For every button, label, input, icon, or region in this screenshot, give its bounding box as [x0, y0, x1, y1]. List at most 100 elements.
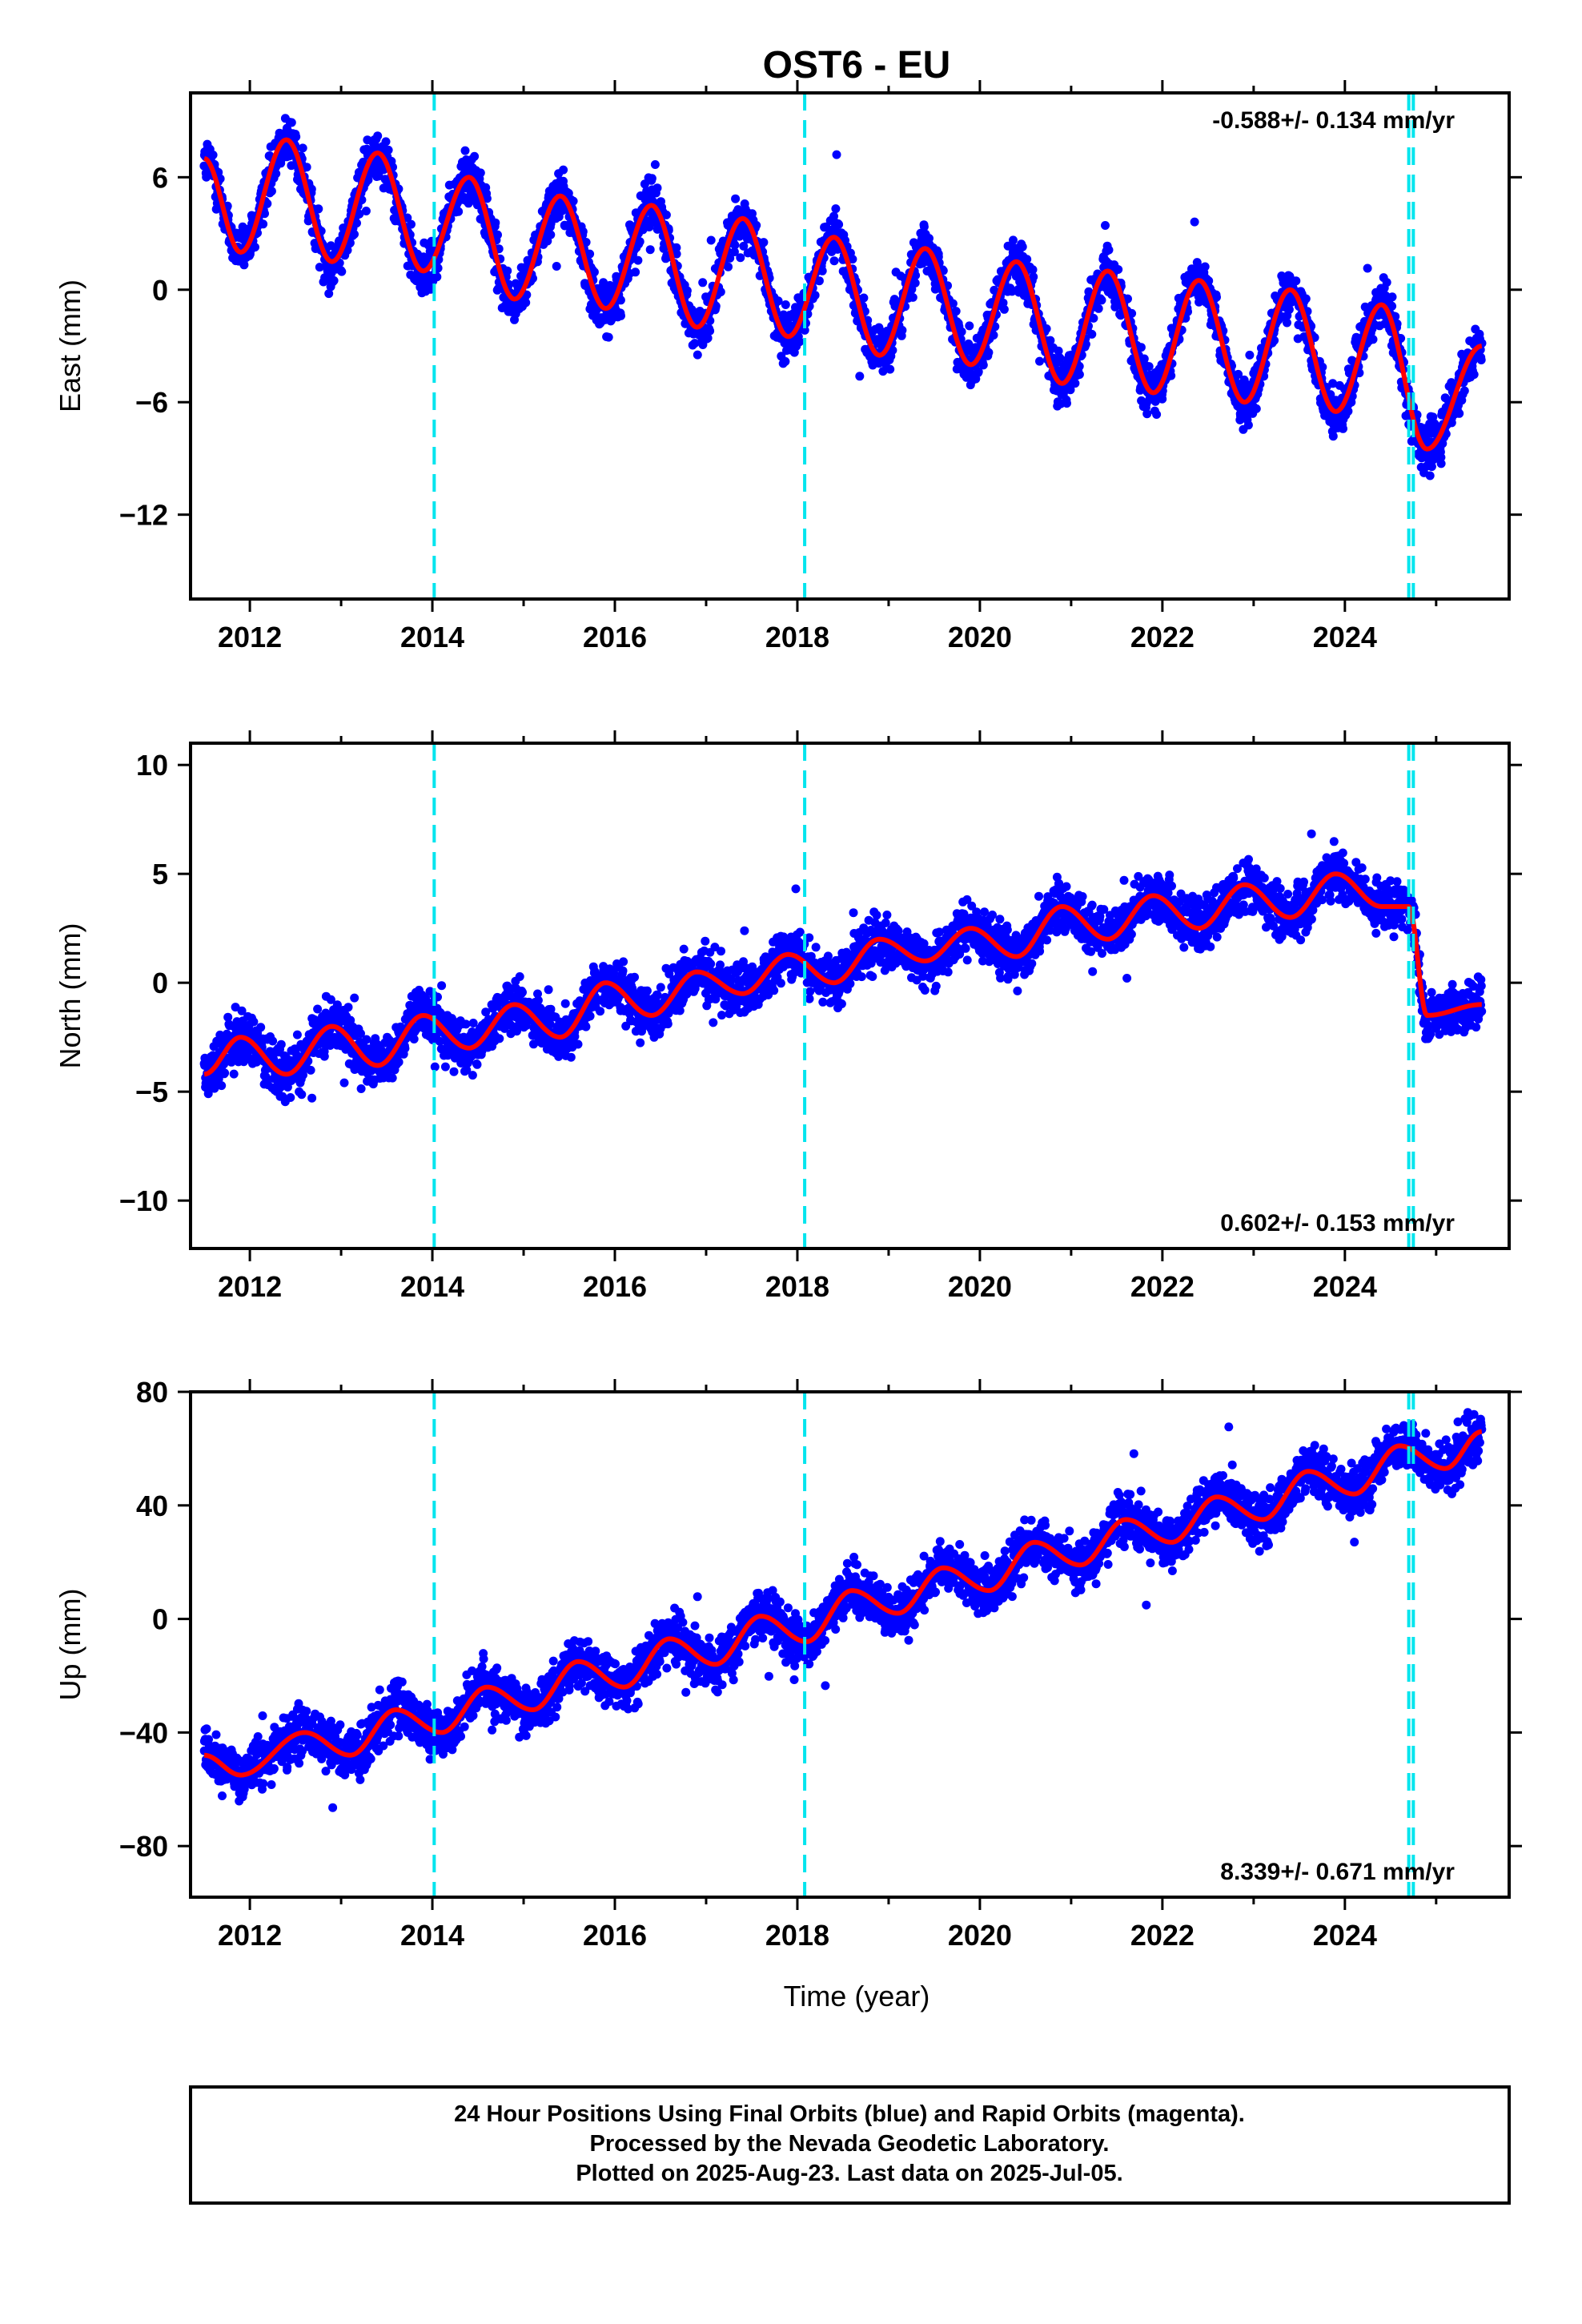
east-point: [800, 325, 809, 335]
east-point: [493, 230, 502, 239]
east-point: [1136, 343, 1146, 352]
east-point: [381, 137, 391, 147]
east-point: [1144, 362, 1154, 372]
east-point: [752, 220, 761, 230]
east-point: [324, 289, 334, 299]
east-point: [1200, 262, 1210, 271]
east-point: [352, 219, 361, 228]
east-point: [1469, 370, 1479, 380]
east-point: [705, 326, 715, 336]
east-point: [460, 146, 470, 155]
east-point: [1089, 313, 1098, 323]
east-x-tick-label: 2024: [1313, 621, 1377, 653]
east-point: [911, 271, 921, 280]
east-point: [616, 311, 625, 320]
east-point: [1029, 272, 1038, 282]
east-point: [363, 175, 373, 185]
east-point: [1094, 304, 1103, 313]
east-point: [1035, 356, 1044, 366]
east-point: [1455, 408, 1464, 418]
east-point: [1087, 329, 1097, 339]
east-point: [647, 174, 656, 183]
north-point: [231, 1003, 240, 1012]
north-point: [350, 993, 359, 1003]
east-point: [546, 230, 556, 239]
north-point: [495, 1034, 504, 1043]
east-point: [287, 118, 296, 127]
east-point: [1363, 263, 1372, 273]
east-point: [604, 332, 613, 342]
east-point: [559, 165, 568, 175]
east-point: [1046, 336, 1055, 345]
east-point: [263, 199, 272, 208]
east-panel: 2012 2014 2016 2018 2020 2022 202460−6−12East …: [54, 80, 1522, 653]
east-point: [848, 255, 857, 264]
east-point: [1318, 362, 1327, 372]
east-point: [1270, 336, 1279, 345]
north-point: [268, 1036, 278, 1046]
east-point: [998, 298, 1008, 308]
east-point: [978, 360, 988, 370]
east-point: [729, 247, 739, 256]
east-point: [491, 218, 500, 227]
east-point: [817, 266, 827, 275]
east-point: [698, 278, 708, 287]
east-point: [829, 256, 839, 266]
north-point: [220, 1068, 230, 1078]
east-point: [259, 219, 268, 229]
east-point: [640, 179, 649, 189]
east-point: [271, 169, 281, 179]
east-point: [1382, 278, 1391, 287]
east-point: [1166, 371, 1176, 380]
east-point: [361, 207, 371, 215]
east-frame: [189, 91, 1511, 601]
east-point: [1123, 294, 1132, 304]
north-point: [356, 1029, 365, 1039]
east-point: [1139, 354, 1149, 364]
north-point: [461, 1019, 471, 1029]
north-point: [387, 1073, 397, 1083]
east-point: [476, 168, 485, 178]
north-point: [663, 1019, 673, 1029]
east-point: [672, 249, 681, 259]
east-point: [781, 356, 790, 366]
north-data-layer: [199, 743, 1487, 1248]
east-point: [888, 345, 897, 355]
east-point: [1387, 292, 1397, 302]
east-point: [711, 301, 721, 311]
north-point: [346, 1015, 355, 1025]
east-point: [957, 327, 966, 336]
east-point: [260, 209, 269, 219]
north-point: [573, 1039, 583, 1049]
east-point: [859, 293, 869, 303]
east-point: [834, 219, 844, 229]
east-point: [725, 253, 735, 263]
north-point: [585, 1011, 595, 1021]
east-point: [989, 331, 998, 340]
east-point: [703, 333, 713, 343]
east-point: [581, 238, 591, 247]
north-point: [546, 1004, 556, 1014]
north-point: [449, 1067, 459, 1076]
north-point: [665, 969, 674, 979]
east-point: [951, 307, 961, 316]
east-point: [1428, 412, 1438, 422]
north-point: [462, 1065, 472, 1075]
north-point: [319, 1051, 329, 1061]
east-point: [650, 160, 660, 169]
north-point: [223, 1012, 233, 1022]
north-point: [339, 1078, 349, 1088]
north-point: [630, 972, 639, 982]
east-point: [470, 151, 480, 161]
east-point: [1245, 350, 1255, 360]
east-point: [948, 299, 958, 308]
east-point: [682, 286, 692, 296]
north-panel: 2012 2014 2016 2018 2020 2022 20241050−5−10Nor…: [54, 730, 1522, 1303]
east-point: [1022, 255, 1032, 264]
east-x-tick-label: 2014: [400, 621, 464, 653]
east-point: [1028, 265, 1038, 275]
east-point: [885, 364, 895, 374]
east-point: [521, 298, 531, 308]
north-point: [618, 966, 628, 975]
